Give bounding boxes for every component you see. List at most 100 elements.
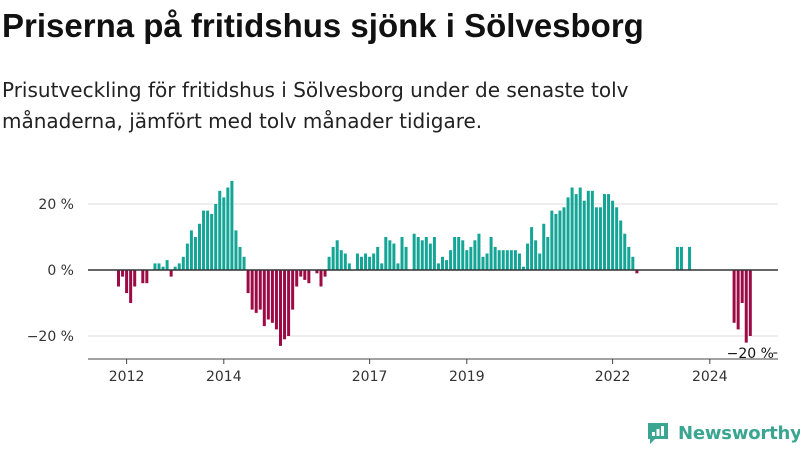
bar <box>562 207 566 270</box>
bar <box>198 223 201 270</box>
bar <box>457 237 461 270</box>
bar <box>295 270 299 287</box>
bar <box>461 240 465 270</box>
bar <box>153 263 157 270</box>
latest-value-label: −20 % <box>727 346 774 362</box>
bar <box>372 253 376 270</box>
bar <box>493 246 497 270</box>
bar <box>343 253 347 270</box>
bar <box>210 213 214 270</box>
bar <box>627 246 631 270</box>
bar <box>230 180 234 270</box>
bar <box>181 256 185 270</box>
bar <box>530 227 534 270</box>
bar <box>428 243 432 270</box>
bar <box>436 263 440 270</box>
bar <box>623 233 627 270</box>
bar <box>501 250 505 270</box>
bar <box>465 250 469 270</box>
bar <box>748 270 752 336</box>
bar <box>550 210 554 270</box>
bar <box>161 266 165 270</box>
bar <box>189 230 193 270</box>
newsworthy-logo[interactable]: Newsworthy <box>645 420 800 446</box>
bar <box>675 246 679 270</box>
bar <box>258 270 262 310</box>
bar <box>522 266 525 270</box>
bar <box>534 240 538 270</box>
chart-subtitle: Prisutveckling för fritidshus i Sölvesbo… <box>2 78 629 133</box>
bar <box>481 256 485 270</box>
bar <box>380 263 384 270</box>
bar <box>339 250 343 270</box>
bar <box>509 250 513 270</box>
bar <box>432 237 436 270</box>
bar <box>165 260 169 270</box>
bar <box>283 270 287 340</box>
bar <box>607 194 611 270</box>
bar <box>517 253 521 270</box>
bar <box>590 190 594 270</box>
bar <box>732 270 736 323</box>
bar <box>619 220 623 270</box>
bar <box>513 250 517 270</box>
bar <box>364 253 368 270</box>
bar <box>323 270 327 277</box>
bar <box>133 270 137 287</box>
bar <box>262 270 266 327</box>
bar <box>566 197 570 270</box>
bar <box>554 213 558 270</box>
bar <box>250 270 254 310</box>
x-tick-label: 2019 <box>449 369 485 385</box>
bar <box>173 266 177 270</box>
bar <box>546 237 550 270</box>
bar <box>193 237 197 270</box>
bar <box>376 246 380 270</box>
bar <box>469 246 473 270</box>
bar <box>287 270 291 336</box>
bar <box>222 197 226 270</box>
bar <box>157 263 161 270</box>
bar <box>129 270 133 303</box>
bar <box>477 233 481 270</box>
bar <box>740 270 744 303</box>
bar <box>327 256 331 270</box>
bar <box>360 256 363 270</box>
bar <box>688 246 692 270</box>
bar <box>416 237 420 270</box>
bar-chart: 20 % 0 % −20 % 2012 2014 2017 2019 2022 2024 −20 … <box>27 180 778 385</box>
bar <box>384 237 388 270</box>
bar <box>254 270 258 313</box>
bar <box>505 250 509 270</box>
bar <box>141 270 145 284</box>
bar <box>392 243 396 270</box>
bar <box>538 253 542 270</box>
bar <box>117 270 120 287</box>
newsworthy-logo-icon <box>648 423 668 444</box>
y-tick-label: −20 % <box>27 329 74 345</box>
bar <box>315 270 319 274</box>
bar <box>226 187 230 270</box>
bar <box>635 270 639 274</box>
bar <box>526 243 530 270</box>
bar <box>214 204 218 270</box>
bar <box>598 207 602 270</box>
chart-title: Priserna på fritidshus sjönk i Sölvesbor… <box>2 7 644 44</box>
bar <box>736 270 740 330</box>
bar <box>631 256 635 270</box>
bar <box>542 223 546 270</box>
bar <box>615 207 619 270</box>
x-tick-label: 2017 <box>352 369 388 385</box>
bar <box>388 240 392 270</box>
bar <box>206 210 210 270</box>
bar <box>202 210 206 270</box>
bar <box>497 250 501 270</box>
bar <box>266 270 270 320</box>
bar <box>368 256 372 270</box>
bar <box>319 270 323 287</box>
bar <box>594 207 598 270</box>
bar <box>303 270 307 280</box>
bar <box>218 190 222 270</box>
x-tick-label: 2012 <box>109 369 145 385</box>
bar <box>744 270 748 343</box>
